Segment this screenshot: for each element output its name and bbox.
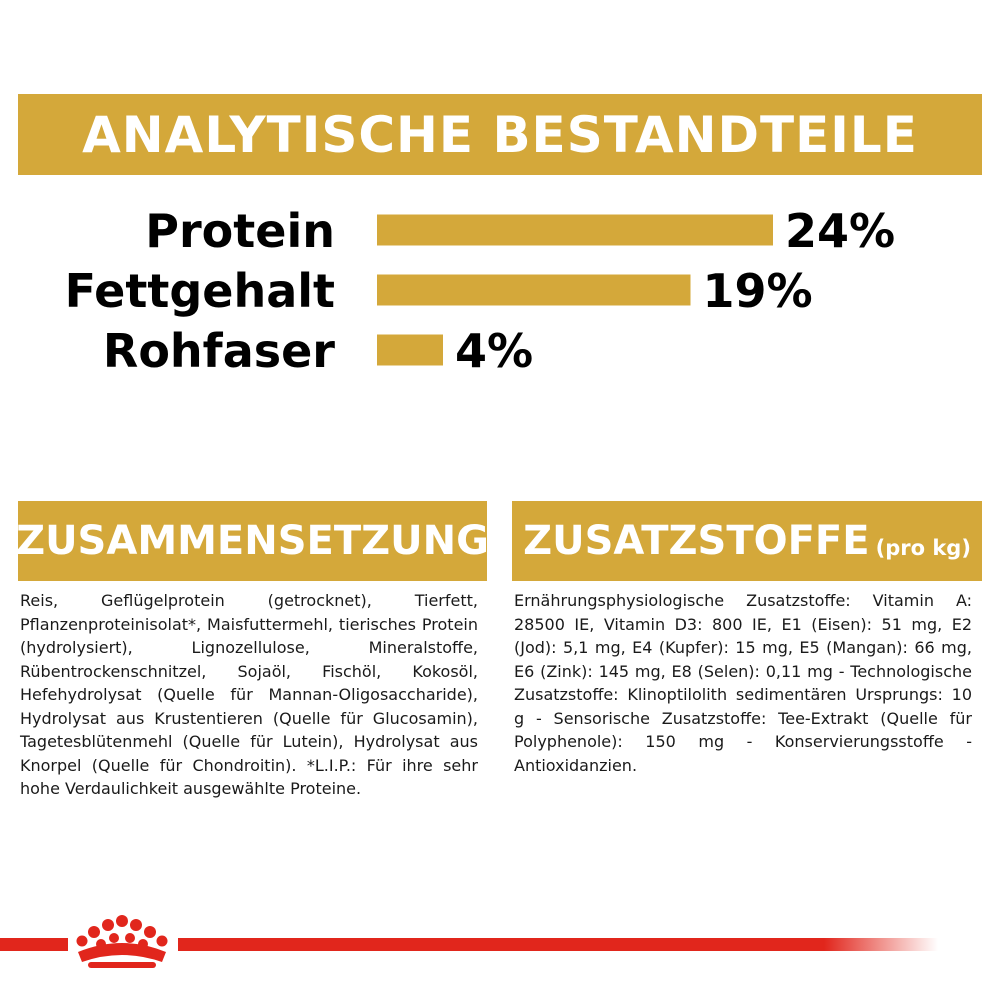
bar-protein xyxy=(377,214,773,246)
composition-banner: ZUSAMMENSETZUNG xyxy=(16,501,489,581)
brand-line-left xyxy=(0,938,68,951)
bar-rohfaser xyxy=(377,334,443,366)
composition-text: Reis, Geflügelprotein (getrocknet), Tier… xyxy=(20,591,478,798)
additives-banner: ZUSATZSTOFFE (pro kg) xyxy=(512,501,982,581)
main-title: ANALYTISCHE BESTANDTEILE xyxy=(82,105,918,164)
value-label-rohfaser: 4% xyxy=(455,324,533,378)
nutrient-bar-chart: Protein 24% Fettgehalt 19% Rohfaser 4% xyxy=(65,204,896,378)
additives-title-suffix: (pro kg) xyxy=(875,536,971,560)
crown-icon xyxy=(76,915,168,968)
additives-text: Ernährungsphysiologische Zusatzstoffe: V… xyxy=(514,591,972,775)
additives-title: ZUSATZSTOFFE xyxy=(523,518,870,564)
value-label-fettgehalt: 19% xyxy=(703,264,813,318)
category-label-protein: Protein xyxy=(145,204,335,258)
brand-line-right xyxy=(178,938,938,951)
category-label-fettgehalt: Fettgehalt xyxy=(65,264,335,318)
value-label-protein: 24% xyxy=(785,204,895,258)
main-title-banner: ANALYTISCHE BESTANDTEILE xyxy=(18,94,982,175)
bar-fettgehalt xyxy=(377,274,691,306)
category-label-rohfaser: Rohfaser xyxy=(103,324,335,378)
composition-title: ZUSAMMENSETZUNG xyxy=(16,518,489,564)
